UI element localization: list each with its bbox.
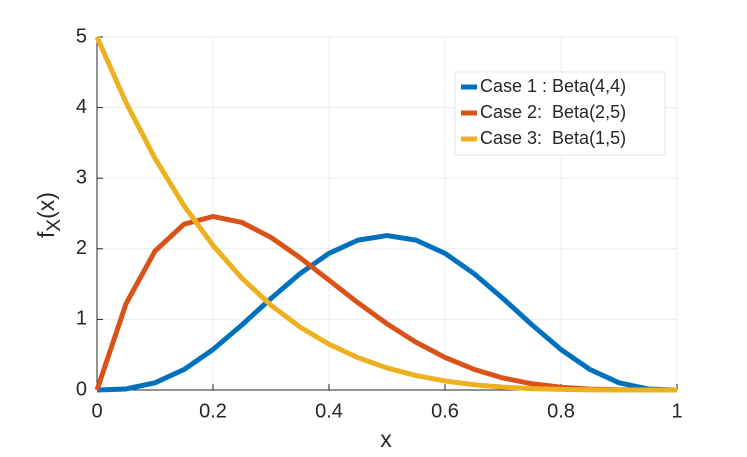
y-tick-label: 1 [76,308,87,330]
line-series [96,233,678,393]
legend: Case 1 : Beta(4,4) Case 2: Beta(2,5) Case … [454,71,666,156]
y-tick-label: 4 [76,96,87,118]
x-axis-label: x [380,426,392,452]
x-tick-label: 0 [91,400,102,422]
legend-label: Case 2: Beta(2,5) [480,102,626,122]
y-label-sub: X [44,219,65,232]
y-tick-label: 3 [76,166,87,188]
y-label-rest: (x) [33,192,59,219]
y-tick-label: 5 [76,25,87,47]
legend-label: Case 3: Beta(1,5) [480,128,626,148]
y-axis-label: fX(x) [33,192,65,238]
y-label-base: f [33,231,59,238]
legend-box [454,71,666,156]
y-tick-label: 0 [76,378,87,400]
x-tick-label: 0.8 [547,400,575,422]
y-tick-label: 2 [76,237,87,259]
x-tick-label: 1 [671,400,682,422]
line-series [94,35,678,393]
x-tick-label: 0.2 [199,400,227,422]
x-tick-label: 0.4 [315,400,343,422]
x-tick-label: 0.6 [431,400,459,422]
legend-label: Case 1 : Beta(4,4) [480,76,626,96]
